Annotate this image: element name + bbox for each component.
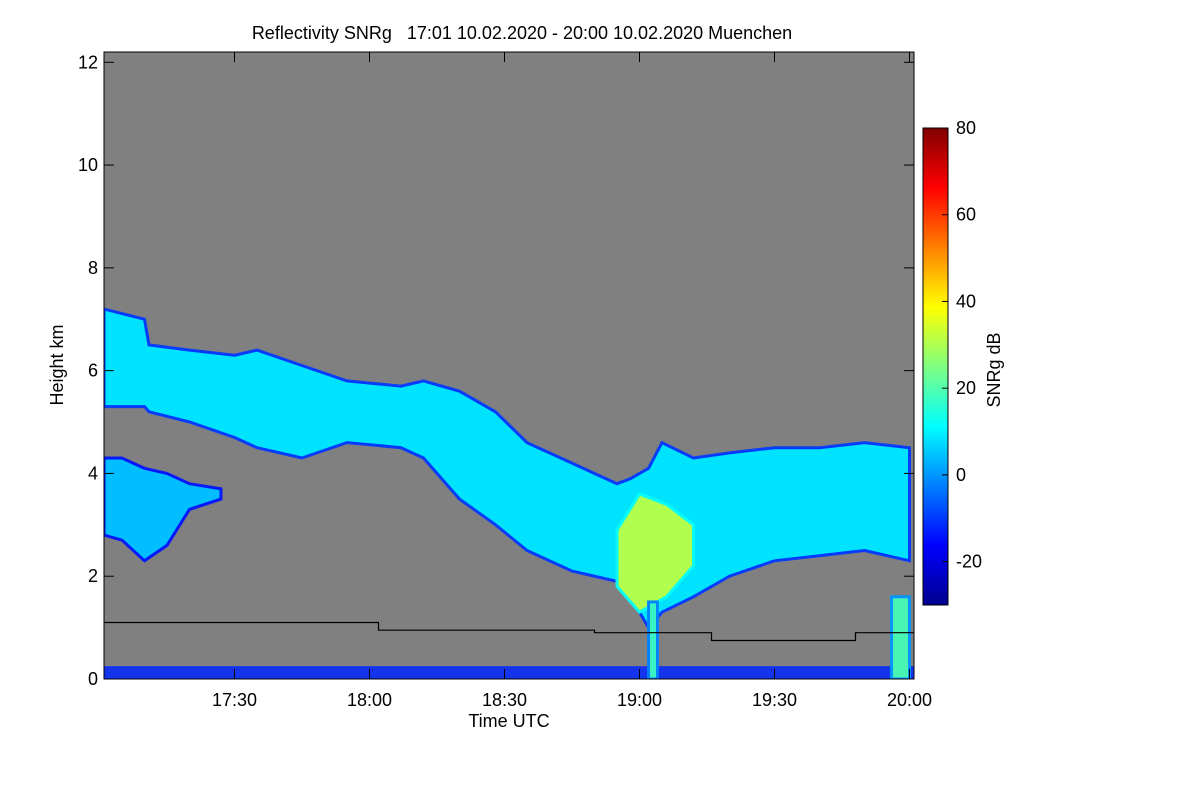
x-tick-label-3: 19:00 — [617, 690, 662, 710]
x-tick-label-0: 17:30 — [212, 690, 257, 710]
lower-cloud-patch — [104, 456, 223, 563]
y-tick-label-6: 12 — [78, 52, 98, 72]
chart-title: Reflectivity SNRg 17:01 10.02.2020 - 20:… — [252, 23, 792, 43]
x-tick-label-5: 20:00 — [887, 690, 932, 710]
y-axis-label: Height km — [47, 324, 67, 405]
colorbar-tick-label-2: 20 — [956, 378, 976, 398]
plot-frame — [103, 51, 915, 680]
boundary-line — [104, 621, 914, 642]
y-tick-label-2: 4 — [88, 463, 98, 483]
colorbar-tick-label-5: 80 — [956, 118, 976, 138]
y-tick-label-5: 10 — [78, 155, 98, 175]
y-tick-label-3: 6 — [88, 361, 98, 381]
y-tick-label-0: 0 — [88, 669, 98, 689]
colorbar-tick-label-0: -20 — [956, 552, 982, 572]
x-axis-label: Time UTC — [468, 711, 549, 731]
colorbar-ticks: -20 0 20 40 60 80 — [942, 118, 982, 572]
y-tick-label-1: 2 — [88, 566, 98, 586]
colorbar-tick-label-4: 60 — [956, 205, 976, 225]
data-layer — [104, 307, 914, 679]
ground-clutter-band — [104, 666, 914, 679]
colorbar-label: SNRg dB — [984, 332, 1004, 407]
colorbar-tick-label-3: 40 — [956, 291, 976, 311]
colorbar-tick-label-1: 0 — [956, 465, 966, 485]
x-tick-label-2: 18:30 — [482, 690, 527, 710]
x-axis: 17:30 18:00 18:30 19:00 19:30 20:00 — [212, 52, 932, 710]
x-tick-label-1: 18:00 — [347, 690, 392, 710]
upper-cloud-layer — [104, 307, 911, 631]
precipitation-streak-2000 — [890, 595, 911, 679]
precipitation-streak-1905 — [647, 600, 659, 679]
y-tick-label-4: 8 — [88, 258, 98, 278]
colorbar — [922, 127, 949, 606]
x-tick-label-4: 19:30 — [752, 690, 797, 710]
y-axis: 0 2 4 6 8 10 12 — [78, 52, 914, 689]
